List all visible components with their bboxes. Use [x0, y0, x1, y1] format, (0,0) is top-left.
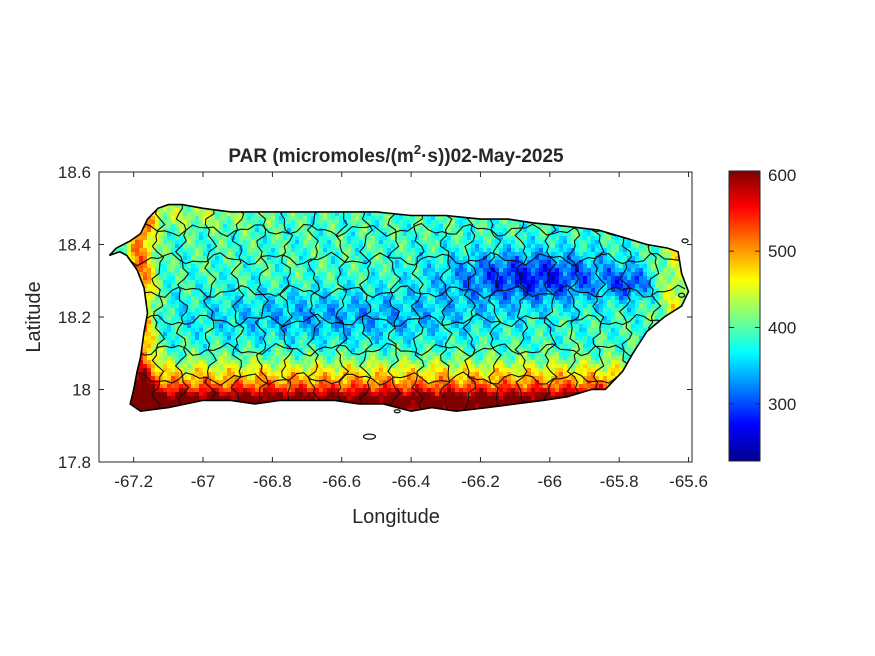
municipality-boundary	[566, 204, 581, 412]
x-axis-ticks: -67.2 -67 -66.8 -66.6 -66.4 -66.2 -66 -65.8 -65.…	[114, 172, 708, 491]
x-tick-label: -67.2	[114, 472, 153, 491]
municipality-boundary	[109, 284, 686, 300]
y-tick-label: 18.2	[58, 308, 91, 327]
municipality-boundary	[358, 204, 374, 412]
municipality-boundary	[543, 204, 558, 412]
municipality-boundary	[254, 204, 270, 412]
colorbar-tick-label: 400	[768, 318, 796, 337]
small-islets	[362, 238, 689, 440]
municipality-boundary	[109, 251, 686, 267]
y-tick-label: 18	[72, 381, 91, 400]
municipality-boundary	[109, 342, 686, 358]
colorbar-tick-label: 600	[768, 166, 796, 185]
x-axis-label: Longitude	[352, 506, 440, 528]
x-tick-label: -65.6	[669, 472, 708, 491]
x-tick-label: -67	[191, 472, 216, 491]
x-tick-label: -65.8	[600, 472, 639, 491]
municipality-boundary	[174, 204, 190, 412]
islet	[677, 292, 686, 298]
islet	[681, 238, 689, 244]
x-tick-label: -66.6	[322, 472, 361, 491]
islet	[393, 409, 401, 414]
colorbar-tick-label: 500	[768, 242, 796, 261]
x-tick-label: -66	[538, 472, 563, 491]
y-axis-label: Latitude	[23, 281, 45, 352]
coastline	[108, 203, 690, 413]
municipality-boundary	[387, 204, 402, 412]
municipality-boundary	[230, 204, 245, 412]
x-tick-label: -66.8	[253, 472, 292, 491]
y-tick-label: 17.8	[58, 453, 91, 472]
municipality-boundary	[306, 204, 322, 412]
municipality-boundary	[462, 204, 477, 412]
municipality-boundary	[151, 204, 166, 412]
municipality-boundary	[410, 204, 425, 412]
colorbar	[728, 170, 761, 462]
islet	[362, 433, 377, 440]
x-tick-label: -66.4	[392, 472, 431, 491]
colorbar-ticks: 300 400 500 600	[729, 166, 796, 414]
municipality-boundary	[109, 313, 686, 328]
municipality-boundary	[335, 204, 350, 412]
x-tick-label: -66.2	[461, 472, 500, 491]
colorbar-tick-label: 300	[768, 395, 796, 414]
y-axis-ticks: 17.8 18 18.2 18.4 18.6	[58, 163, 692, 472]
municipality-boundary	[487, 204, 502, 412]
y-tick-label: 18.4	[58, 236, 91, 255]
municipality-boundary	[592, 204, 607, 412]
map-title: PAR (micromoles/(m2·s))02-May-2025	[228, 142, 564, 167]
municipality-boundary	[514, 204, 529, 412]
municipality-boundary	[202, 204, 218, 412]
y-tick-label: 18.6	[58, 163, 91, 182]
municipality-boundary	[439, 204, 454, 412]
municipality-boundary	[109, 371, 686, 387]
